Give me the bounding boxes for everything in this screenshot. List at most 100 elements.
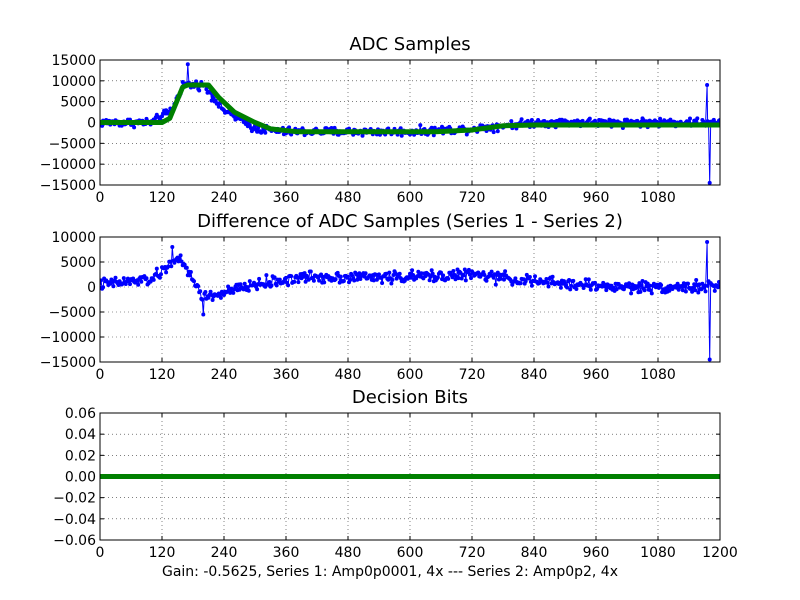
x-tick-label: 960: [583, 545, 610, 561]
sample-point: [583, 277, 588, 282]
sample-point: [245, 285, 250, 290]
sample-point: [491, 130, 496, 135]
sample-point: [154, 266, 159, 271]
sample-point: [198, 289, 203, 294]
sample-point: [128, 282, 132, 287]
sample-point: [586, 277, 591, 282]
sample-point: [144, 276, 149, 281]
sample-point: [197, 88, 202, 93]
sample-point: [693, 288, 698, 293]
x-tick-label: 360: [273, 367, 300, 383]
sample-point: [101, 285, 106, 290]
sample-point: [569, 283, 574, 288]
sample-point: [139, 279, 144, 284]
footer-caption: Gain: -0.5625, Series 1: Amp0p0001, 4x -…: [162, 564, 618, 580]
sample-point: [649, 291, 654, 296]
sample-point: [419, 271, 424, 276]
sample-point: [132, 125, 137, 130]
sample-point: [545, 280, 550, 285]
plot-area: [100, 240, 720, 362]
sample-point: [707, 357, 712, 362]
sample-point: [286, 283, 291, 288]
x-tick-label: 120: [149, 545, 176, 561]
sample-point: [657, 285, 661, 290]
axes-frame: [99, 59, 721, 186]
sample-point: [513, 276, 518, 281]
sample-point: [374, 277, 379, 282]
sample-points: [100, 240, 720, 362]
sample-point: [467, 272, 472, 277]
panel-title: ADC Samples: [349, 34, 470, 55]
y-tick-label: −5000: [49, 136, 96, 152]
sample-point: [682, 284, 687, 289]
sample-point: [208, 289, 213, 294]
sample-point: [111, 284, 116, 289]
sample-point: [697, 282, 702, 287]
x-tick-label: 480: [335, 545, 362, 561]
sample-point: [416, 269, 421, 274]
sample-point: [387, 270, 392, 275]
sample-point: [688, 116, 692, 121]
sample-point: [264, 273, 269, 278]
sample-point: [302, 271, 307, 276]
y-tick-label: 0.04: [65, 427, 96, 443]
sample-point: [354, 272, 359, 277]
sample-point: [529, 283, 534, 288]
sample-point: [705, 83, 710, 87]
x-tick-label: 240: [211, 190, 238, 206]
x-tick-label: 480: [335, 190, 362, 206]
sample-point: [164, 270, 169, 275]
sample-point: [717, 280, 720, 284]
sample-point: [493, 282, 498, 287]
sample-point: [397, 271, 402, 276]
sample-point: [301, 274, 306, 279]
sample-point: [565, 285, 570, 290]
sample-point: [461, 273, 466, 278]
x-tick-label: 240: [211, 545, 238, 561]
sample-point: [574, 287, 579, 291]
sample-point: [707, 180, 712, 185]
sample-point: [377, 272, 381, 277]
sample-point: [427, 278, 432, 283]
panel-adc-samples: ADC Samples 0 120 240 360 480 600 720 840 960 1080…: [40, 34, 721, 206]
x-tick-label: 360: [273, 190, 300, 206]
sample-point: [267, 280, 272, 284]
sample-point: [322, 280, 327, 285]
sample-point: [482, 272, 487, 277]
sample-point: [272, 275, 277, 280]
sample-point: [529, 118, 534, 122]
sample-point: [567, 278, 572, 282]
sample-point: [587, 116, 592, 121]
sample-point: [121, 276, 126, 281]
sample-point: [168, 259, 173, 264]
sample-point: [694, 278, 699, 282]
sample-point: [463, 278, 468, 283]
y-tick-label: 0.00: [65, 470, 96, 486]
sample-point: [647, 283, 652, 288]
x-tick-label: 0: [96, 545, 105, 561]
sample-point: [192, 279, 196, 284]
sample-point: [346, 274, 350, 279]
sample-point: [306, 277, 311, 282]
sample-point: [371, 278, 376, 283]
sample-point: [667, 288, 672, 293]
sample-point: [196, 284, 201, 289]
y-tick-label: −10000: [40, 330, 96, 346]
y-tick-label: 10000: [51, 74, 96, 90]
sample-point: [184, 265, 189, 270]
grid: [99, 236, 720, 363]
sample-point: [542, 119, 547, 123]
sample-point: [333, 277, 338, 282]
sample-point: [136, 282, 141, 287]
sample-point: [642, 288, 647, 293]
y-tick-label: −0.04: [53, 512, 96, 528]
sample-point: [679, 284, 684, 288]
sample-point: [593, 280, 597, 285]
sample-point: [352, 278, 357, 283]
sample-point: [549, 119, 554, 124]
x-tick-label: 1200: [702, 545, 738, 561]
sample-point: [296, 280, 301, 285]
sample-point: [491, 275, 496, 280]
x-tick-label: 360: [273, 545, 300, 561]
